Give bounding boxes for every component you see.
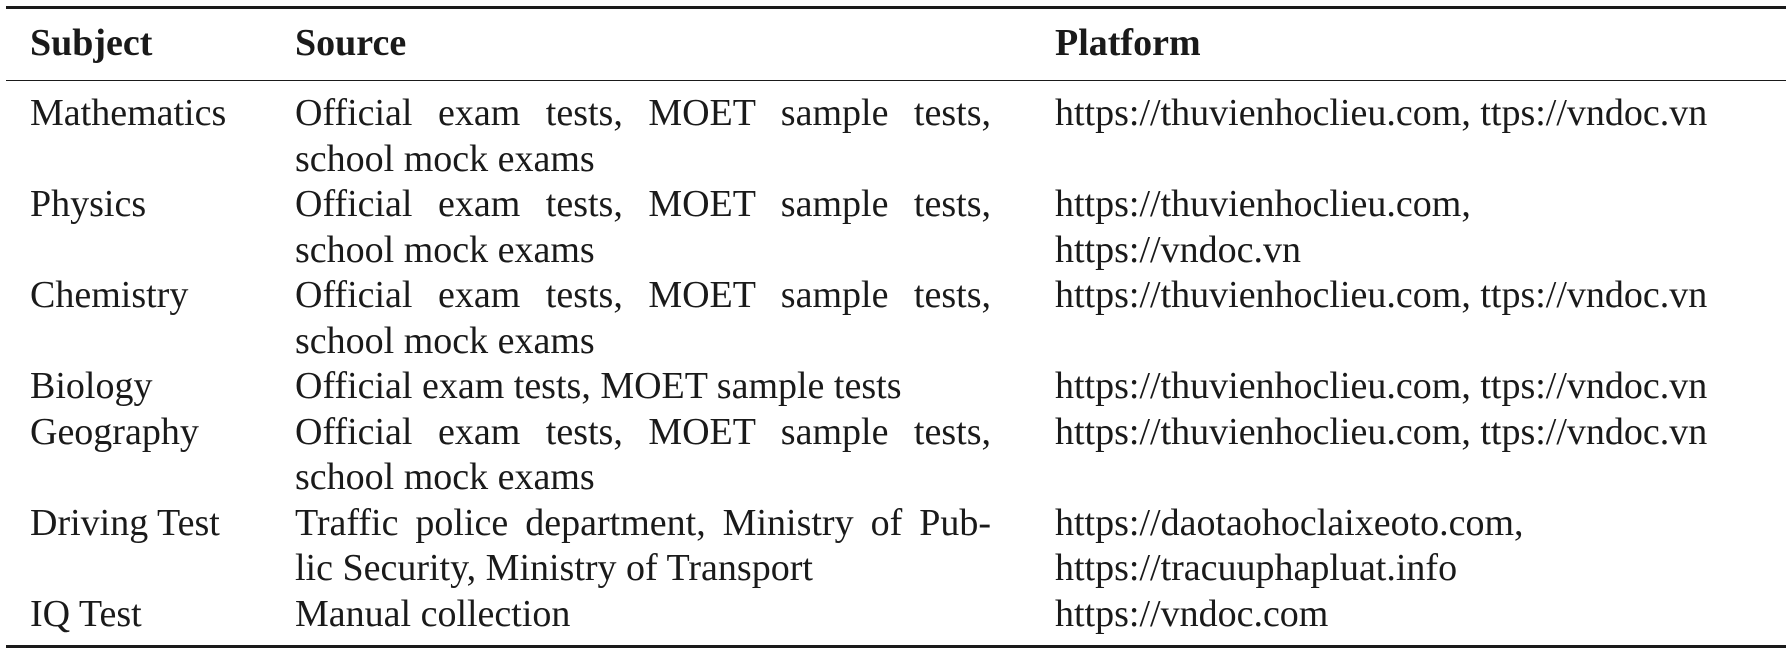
- cell-source-line: Official exam tests, MOET sample tests: [295, 365, 902, 407]
- cell-platform: https://thuvienhoclieu.com, ttps://vndoc…: [1031, 410, 1786, 501]
- table-header-row: Subject Source Platform: [6, 9, 1786, 80]
- cell-source-line: lic Security, Ministry of Transport: [295, 547, 813, 589]
- cell-platform: https://thuvienhoclieu.com, ttps://vndoc…: [1031, 364, 1786, 410]
- table-row: Biology Official exam tests, MOET sample …: [6, 364, 1786, 410]
- cell-subject: Mathematics: [30, 92, 227, 134]
- table-row: Chemistry Official exam tests, MOET sampl…: [6, 273, 1786, 364]
- header-source: Source: [295, 22, 407, 64]
- table-top-rule: [6, 6, 1786, 9]
- cell-source: Official exam tests, MOET sample tests, s…: [271, 81, 1031, 182]
- table-row: IQ Test Manual collection https://vndoc.co…: [6, 592, 1786, 646]
- cell-platform-line: https://vndoc.com: [1055, 592, 1329, 635]
- table-header-rule: [6, 79, 1786, 81]
- cell-subject: IQ Test: [30, 592, 142, 635]
- cell-platform: https://thuvienhoclieu.com, https://vndoc…: [1031, 182, 1786, 273]
- cell-source-line: Official exam tests, MOET sample tests,: [295, 183, 991, 225]
- cell-source-line: Traffic police department, Ministry of P…: [295, 501, 991, 544]
- cell-source-line: Official exam tests, MOET sample tests,: [295, 92, 991, 134]
- table-row: Geography Official exam tests, MOET sampl…: [6, 410, 1786, 501]
- cell-source: Traffic police department, Ministry of P…: [271, 501, 1031, 592]
- table-bottom-rule: [6, 645, 1786, 648]
- table-row: Mathematics Official exam tests, MOET sam…: [6, 81, 1786, 182]
- header-platform: Platform: [1055, 22, 1201, 64]
- cell-source: Official exam tests, MOET sample tests: [271, 364, 1031, 410]
- cell-subject: Biology: [30, 365, 153, 407]
- table-row: Physics Official exam tests, MOET sample …: [6, 182, 1786, 273]
- cell-source-line: school mock exams: [295, 228, 595, 271]
- cell-source-line: school mock exams: [295, 137, 595, 180]
- cell-source-line: Official exam tests, MOET sample tests,: [295, 274, 991, 316]
- cell-source-line: school mock exams: [295, 456, 595, 498]
- cell-source: Manual collection: [271, 592, 1031, 646]
- cell-platform-line: https://thuvienhoclieu.com, ttps://vndoc…: [1055, 274, 1708, 316]
- cell-source-line: school mock exams: [295, 319, 595, 362]
- cell-platform: https://daotaohoclaixeoto.com, https://tr…: [1031, 501, 1786, 592]
- subjects-table: Subject Source Platform Mathematics Offic…: [6, 9, 1786, 645]
- table-body: Mathematics Official exam tests, MOET sam…: [6, 81, 1786, 645]
- header-subject: Subject: [30, 22, 153, 64]
- data-table-container: Subject Source Platform Mathematics Offic…: [6, 6, 1786, 648]
- cell-subject: Physics: [30, 183, 147, 225]
- cell-source-line: Manual collection: [295, 592, 571, 635]
- cell-subject: Chemistry: [30, 274, 189, 316]
- cell-platform-line: https://thuvienhoclieu.com, ttps://vndoc…: [1055, 365, 1708, 407]
- cell-subject: Driving Test: [30, 501, 220, 544]
- cell-source: Official exam tests, MOET sample tests, s…: [271, 410, 1031, 501]
- cell-platform-line: https://daotaohoclaixeoto.com,: [1055, 501, 1524, 544]
- cell-subject: Geography: [30, 410, 199, 453]
- cell-platform-line: https://thuvienhoclieu.com, ttps://vndoc…: [1055, 410, 1708, 453]
- cell-platform-line: https://tracuuphapluat.info: [1055, 547, 1458, 589]
- cell-platform-line: https://thuvienhoclieu.com,: [1055, 183, 1471, 225]
- cell-source: Official exam tests, MOET sample tests, s…: [271, 273, 1031, 364]
- cell-platform-line: https://vndoc.vn: [1055, 228, 1301, 271]
- cell-source: Official exam tests, MOET sample tests, s…: [271, 182, 1031, 273]
- cell-platform: https://vndoc.com: [1031, 592, 1786, 646]
- cell-platform-line: https://thuvienhoclieu.com, ttps://vndoc…: [1055, 92, 1708, 134]
- table-row: Driving Test Traffic police department, M…: [6, 501, 1786, 592]
- cell-source-line: Official exam tests, MOET sample tests,: [295, 410, 991, 453]
- cell-platform: https://thuvienhoclieu.com, ttps://vndoc…: [1031, 81, 1786, 182]
- cell-platform: https://thuvienhoclieu.com, ttps://vndoc…: [1031, 273, 1786, 364]
